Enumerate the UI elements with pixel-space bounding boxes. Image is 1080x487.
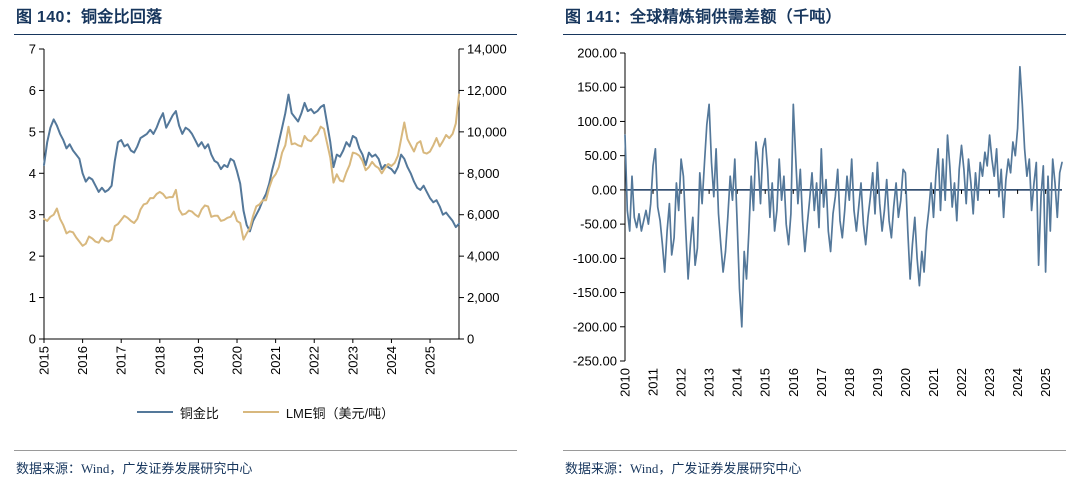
legend-line-icon	[242, 411, 279, 413]
figure-140-source-rule	[14, 450, 517, 451]
figure-140-legend: 铜金比 LME铜（美元/吨）	[14, 401, 517, 423]
svg-text:50.00: 50.00	[584, 148, 617, 163]
legend-line-icon	[136, 411, 173, 413]
figure-141-title: 图 141：全球精炼铜供需差额（千吨）	[565, 9, 842, 26]
svg-text:5: 5	[29, 124, 36, 139]
legend-item-copper-gold-ratio: 铜金比	[136, 403, 219, 422]
svg-text:2015: 2015	[37, 346, 52, 375]
svg-text:10,000: 10,000	[467, 124, 507, 139]
svg-text:7: 7	[29, 42, 36, 57]
svg-text:2024: 2024	[384, 346, 399, 375]
svg-text:12,000: 12,000	[467, 83, 507, 98]
svg-text:2022: 2022	[954, 368, 969, 397]
svg-text:2018: 2018	[842, 368, 857, 397]
legend-label-lme-copper: LME铜（美元/吨）	[285, 405, 395, 421]
svg-text:2012: 2012	[674, 368, 689, 397]
svg-text:2017: 2017	[814, 368, 829, 397]
figure-140-title: 图 140：铜金比回落	[16, 9, 163, 26]
svg-text:0.00: 0.00	[592, 182, 617, 197]
svg-text:2014: 2014	[730, 368, 745, 397]
svg-text:2024: 2024	[1010, 368, 1025, 397]
svg-text:2: 2	[29, 249, 36, 264]
svg-text:200.00: 200.00	[577, 46, 617, 61]
svg-text:6,000: 6,000	[467, 207, 500, 222]
svg-text:2016: 2016	[75, 346, 90, 375]
svg-text:6: 6	[29, 83, 36, 98]
svg-text:2023: 2023	[345, 346, 360, 375]
svg-text:0: 0	[467, 332, 474, 347]
svg-text:2025: 2025	[423, 346, 438, 375]
svg-text:2,000: 2,000	[467, 290, 500, 305]
figure-141-source: 数据来源：Wind，广发证券发展研究中心	[565, 461, 802, 476]
svg-text:2023: 2023	[982, 368, 997, 397]
svg-text:2019: 2019	[870, 368, 885, 397]
svg-text:2020: 2020	[898, 368, 913, 397]
svg-text:14,000: 14,000	[467, 42, 507, 57]
svg-text:-150.00: -150.00	[573, 285, 617, 300]
svg-text:2021: 2021	[926, 368, 941, 397]
svg-text:-100.00: -100.00	[573, 251, 617, 266]
svg-text:2019: 2019	[191, 346, 206, 375]
panel-figure-140: 图 140：铜金比回落 0 1 2 3 4 5 6 7 0 2,000 4,000 6,000 8,00…	[14, 6, 517, 477]
svg-text:2013: 2013	[702, 368, 717, 397]
refined-copper-balance-chart: 200.00 150.00 100.00 50.00 0.00 -50.00 -100.00…	[573, 46, 1063, 397]
svg-text:4,000: 4,000	[467, 249, 500, 264]
panel-figure-141: 图 141：全球精炼铜供需差额（千吨） 200.00 150.00 100.00 50…	[563, 6, 1066, 477]
svg-text:3: 3	[29, 207, 36, 222]
svg-text:2015: 2015	[758, 368, 773, 397]
figure-140-source: 数据来源：Wind，广发证券发展研究中心	[16, 461, 253, 476]
figure-141-source-rule	[563, 450, 1066, 451]
legend-item-lme-copper: LME铜（美元/吨）	[242, 403, 395, 422]
svg-text:2016: 2016	[786, 368, 801, 397]
svg-text:2021: 2021	[268, 346, 283, 375]
svg-text:0: 0	[29, 332, 36, 347]
figure-141-title-rule	[563, 34, 1066, 35]
svg-text:150.00: 150.00	[577, 80, 617, 95]
figure-140-title-rule	[14, 34, 517, 35]
svg-text:2018: 2018	[152, 346, 167, 375]
svg-text:-50.00: -50.00	[580, 217, 617, 232]
svg-text:2010: 2010	[618, 368, 633, 397]
legend-label-copper-gold-ratio: 铜金比	[179, 405, 219, 421]
figure-141-chart-area: 200.00 150.00 100.00 50.00 0.00 -50.00 -100.00…	[563, 35, 1066, 413]
svg-text:1: 1	[29, 290, 36, 305]
copper-gold-ratio-chart: 0 1 2 3 4 5 6 7 0 2,000 4,000 6,000 8,000 10,000 12,00…	[29, 42, 507, 375]
svg-text:2020: 2020	[230, 346, 245, 375]
svg-text:2011: 2011	[646, 368, 661, 396]
svg-text:-200.00: -200.00	[573, 319, 617, 334]
figure-140-chart-area: 0 1 2 3 4 5 6 7 0 2,000 4,000 6,000 8,000 10,000 12,00…	[14, 35, 517, 423]
svg-text:2022: 2022	[307, 346, 322, 375]
svg-text:8,000: 8,000	[467, 166, 500, 181]
svg-text:100.00: 100.00	[577, 114, 617, 129]
svg-text:2025: 2025	[1038, 368, 1053, 397]
svg-text:2017: 2017	[114, 346, 129, 375]
svg-text:4: 4	[29, 166, 36, 181]
svg-text:-250.00: -250.00	[573, 354, 617, 369]
